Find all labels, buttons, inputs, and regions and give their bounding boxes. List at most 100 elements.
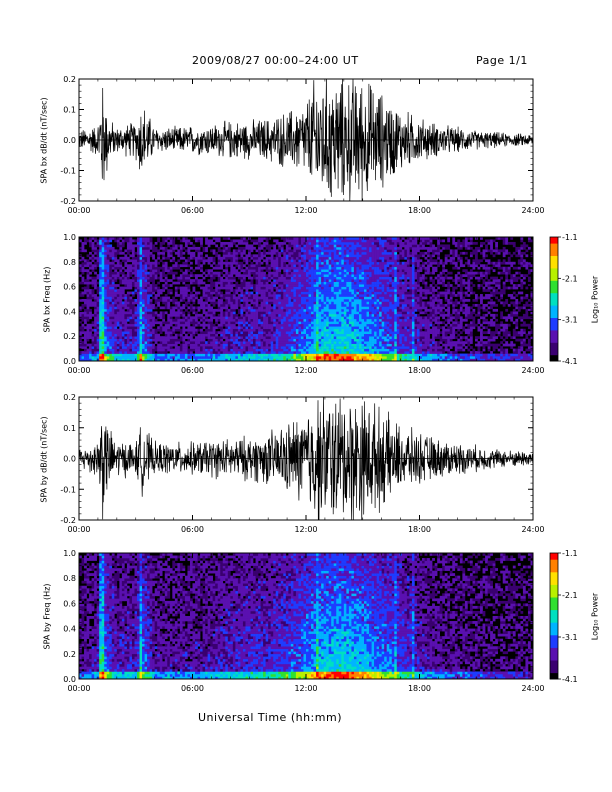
heatmap-cell	[328, 266, 332, 270]
heatmap-cell	[139, 343, 143, 347]
heatmap-cell	[137, 308, 140, 312]
heatmap-cell	[273, 261, 277, 265]
heatmap-cell	[303, 237, 307, 240]
heatmap-cell	[114, 323, 118, 327]
heatmap-cell	[326, 321, 329, 325]
heatmap-cell	[293, 271, 297, 275]
heatmap-cell	[293, 264, 297, 268]
heatmap-cell	[227, 318, 231, 322]
heatmap-cell	[338, 331, 342, 335]
heatmap-cell	[250, 276, 254, 280]
heatmap-cell	[91, 351, 95, 354]
heatmap-cell	[336, 321, 340, 325]
heatmap-cell	[343, 251, 347, 255]
heatmap-cell	[197, 281, 201, 285]
heatmap-cell	[268, 299, 271, 302]
heatmap-cell	[94, 326, 97, 330]
heatmap-cell	[240, 338, 244, 342]
heatmap-cell	[230, 261, 234, 265]
heatmap-cell	[164, 331, 168, 335]
heatmap-cell	[278, 264, 282, 268]
heatmap-cell	[303, 348, 307, 352]
heatmap-cell	[169, 336, 173, 339]
heatmap-cell	[144, 266, 148, 270]
heatmap-cell	[131, 358, 135, 362]
heatmap-cell	[245, 358, 249, 362]
heatmap-cell	[89, 256, 92, 260]
heatmap-cell	[114, 316, 118, 320]
heatmap-cell	[313, 356, 317, 359]
heatmap-cell	[149, 239, 153, 243]
heatmap-cell	[308, 348, 312, 352]
heatmap-cell	[247, 264, 251, 268]
heatmap-cell	[255, 336, 259, 339]
heatmap-cell	[111, 306, 115, 310]
heatmap-cell	[126, 284, 130, 287]
heatmap-cell	[126, 274, 130, 277]
heatmap-cell	[96, 256, 100, 260]
heatmap-cell	[298, 289, 302, 292]
heatmap-cell	[121, 333, 125, 337]
heatmap-cell	[293, 294, 297, 297]
heatmap-cell	[116, 301, 120, 305]
heatmap-cell	[333, 333, 337, 337]
heatmap-cell	[353, 271, 357, 275]
heatmap-cell	[134, 284, 138, 287]
heatmap-cell	[321, 244, 324, 248]
heatmap-cell	[343, 249, 347, 253]
heatmap-cell	[321, 308, 324, 312]
heatmap-cell	[326, 326, 329, 330]
heatmap-cell	[275, 323, 279, 327]
heatmap-cell	[84, 286, 87, 290]
heatmap-cell	[321, 346, 324, 349]
heatmap-cell	[86, 343, 90, 347]
heatmap-cell	[268, 356, 271, 359]
heatmap-cell	[237, 316, 241, 320]
heatmap-cell	[316, 353, 319, 357]
heatmap-cell	[303, 286, 307, 290]
heatmap-cell	[81, 269, 85, 273]
heatmap-cell	[338, 251, 342, 255]
heatmap-cell	[222, 269, 226, 273]
heatmap-cell	[207, 286, 211, 290]
heatmap-cell	[348, 306, 352, 310]
heatmap-cell	[139, 303, 143, 307]
heatmap-cell	[295, 261, 299, 265]
heatmap-cell	[152, 303, 155, 307]
heatmap-cell	[268, 259, 271, 263]
heatmap-cell	[182, 331, 186, 335]
heatmap-cell	[202, 326, 206, 330]
heatmap-cell	[321, 336, 324, 339]
heatmap-cell	[250, 254, 254, 258]
heatmap-cell	[275, 348, 279, 352]
heatmap-cell	[225, 313, 229, 317]
heatmap-cell	[240, 318, 244, 322]
heatmap-cell	[134, 338, 138, 342]
heatmap-cell	[154, 306, 158, 310]
heatmap-cell	[247, 321, 251, 325]
heatmap-cell	[189, 261, 193, 265]
heatmap-cell	[212, 291, 216, 295]
heatmap-cell	[84, 308, 87, 312]
heatmap-cell	[152, 284, 155, 287]
heatmap-cell	[124, 294, 128, 297]
heatmap-cell	[265, 279, 269, 282]
heatmap-cell	[227, 326, 231, 330]
heatmap-cell	[328, 237, 332, 240]
heatmap-cell	[280, 311, 284, 315]
heatmap-cell	[187, 279, 191, 282]
heatmap-cell	[260, 343, 264, 347]
heatmap-cell	[253, 313, 256, 317]
heatmap-cell	[217, 348, 221, 352]
heatmap-cell	[169, 348, 173, 352]
heatmap-cell	[210, 296, 213, 300]
heatmap-cell	[300, 306, 304, 310]
heatmap-cell	[164, 353, 168, 357]
heatmap-cell	[351, 289, 355, 292]
heatmap-cell	[245, 301, 249, 305]
heatmap-cell	[346, 294, 350, 297]
heatmap-cell	[227, 323, 231, 327]
heatmap-cell	[205, 353, 208, 357]
heatmap-cell	[353, 343, 357, 347]
heatmap-cell	[96, 338, 100, 342]
